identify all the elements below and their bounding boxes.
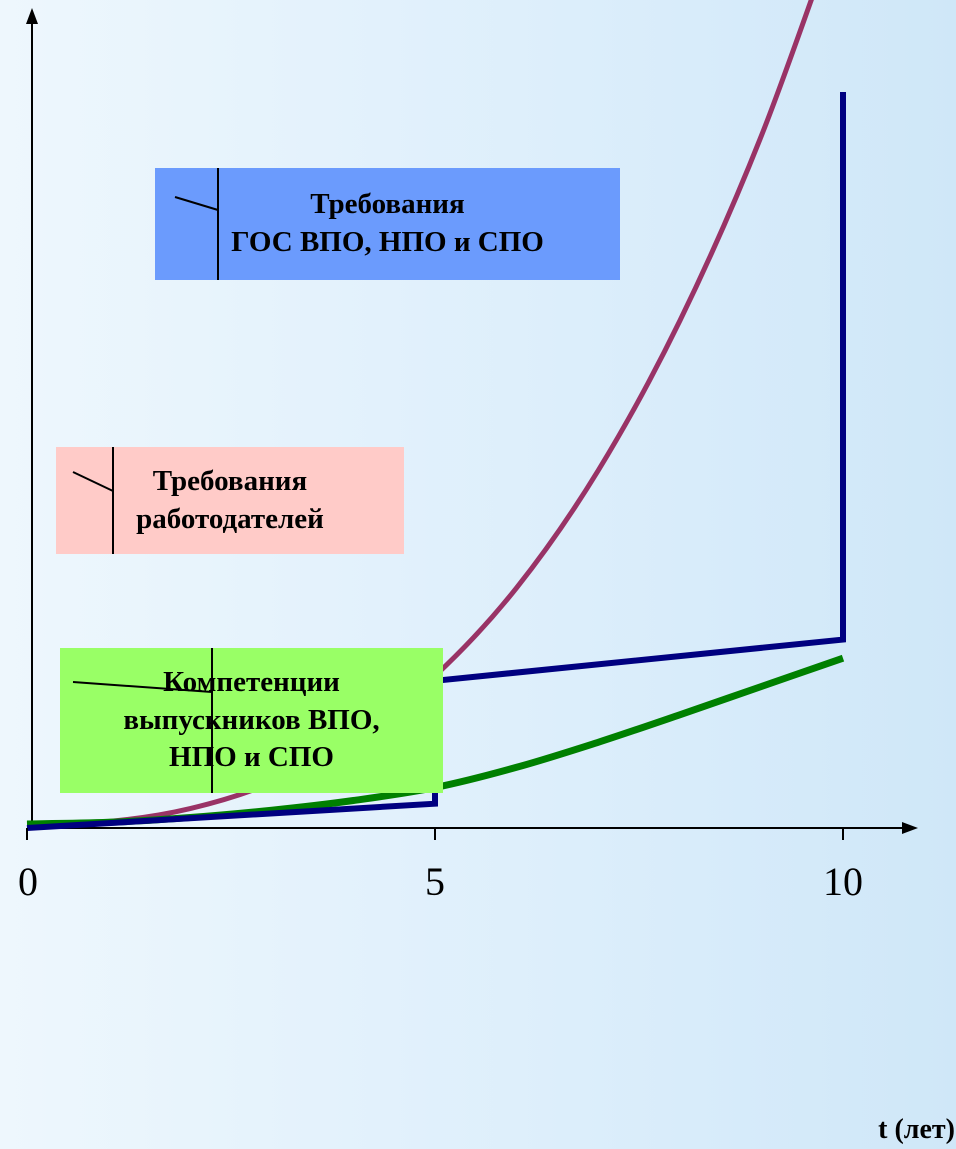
x-tick-label: 0 bbox=[18, 859, 38, 904]
legend-label-line: работодателей bbox=[136, 502, 324, 535]
legend-label-line: НПО и СПО bbox=[169, 741, 334, 774]
x-tick-label: 10 bbox=[823, 859, 863, 904]
legend-label-line: выпускников ВПО, bbox=[123, 703, 380, 736]
y-axis-arrow-icon bbox=[26, 8, 38, 24]
x-tick-label: 5 bbox=[425, 859, 445, 904]
legend-box-1: Требования ГОС ВПО, НПО и СПО bbox=[155, 168, 620, 280]
legend-label-line: Требования bbox=[310, 188, 465, 221]
legend-label-line: Компетенции bbox=[163, 665, 340, 698]
x-axis-arrow-icon bbox=[902, 822, 918, 834]
series-line-2 bbox=[26, 0, 814, 827]
legend-box-3: Компетенции выпускников ВПО, НПО и СПО bbox=[60, 648, 443, 793]
legend-box-2: Требования работодателей bbox=[56, 447, 404, 554]
legend-label-line: ГОС ВПО, НПО и СПО bbox=[231, 226, 544, 258]
x-axis-title: t (лет) bbox=[878, 1114, 955, 1145]
legend-label-line: Требования bbox=[152, 464, 308, 497]
axes bbox=[26, 8, 918, 834]
tick-layer: 0 5 10 bbox=[18, 828, 863, 904]
